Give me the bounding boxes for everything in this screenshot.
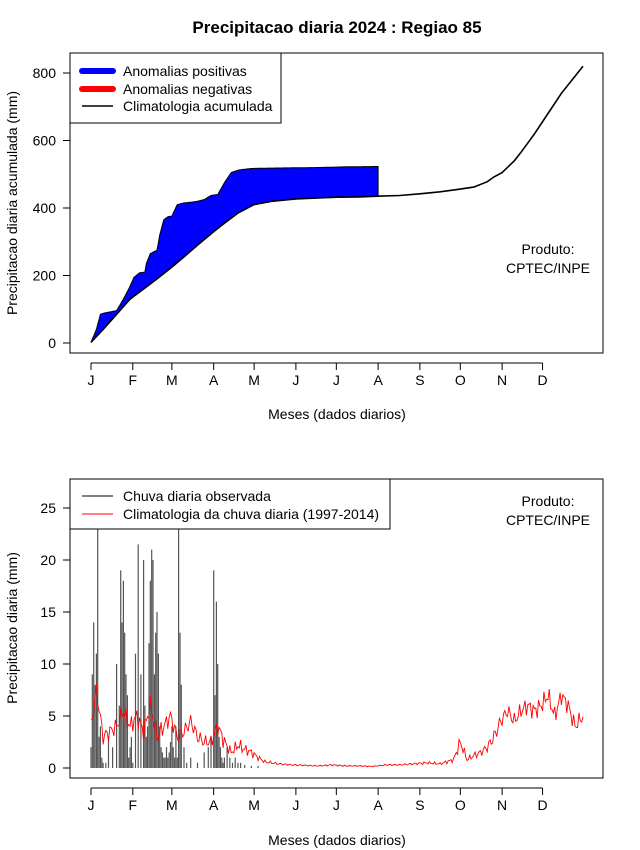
climatology-daily-line — [90, 684, 584, 768]
x-axis-label-top: Meses (dados diarios) — [268, 406, 406, 422]
legend-label-observed: Chuva diaria observada — [123, 488, 271, 504]
x-tick-label-bottom-11: D — [537, 797, 547, 813]
x-tick-label-top-7: A — [373, 372, 383, 388]
y-tick-label-bottom-5: 25 — [40, 500, 56, 516]
product-note-top-line1: Produto: — [522, 241, 575, 257]
x-tick-label-top-6: J — [333, 372, 340, 388]
y-tick-label-top-1: 200 — [33, 268, 57, 284]
x-tick-label-top-9: O — [455, 372, 466, 388]
legend-box-bottom — [69, 478, 391, 530]
x-tick-label-bottom-7: A — [373, 797, 383, 813]
x-axis-label-bottom: Meses (dados diarios) — [268, 832, 406, 848]
legend-label-clim-daily: Climatologia da chuva diaria (1997-2014) — [123, 506, 379, 522]
product-note-bottom-line2: CPTEC/INPE — [506, 512, 590, 528]
y-tick-label-bottom-2: 10 — [40, 656, 56, 672]
legend-label-positive: Anomalias positivas — [123, 63, 247, 79]
x-tick-label-bottom-5: J — [292, 797, 299, 813]
positive-anomaly-area — [90, 166, 379, 343]
y-axis-label-top: Precipitacao diaria acumulada (mm) — [4, 91, 20, 315]
legend-bottom: Chuva diaria observada Climatologia da c… — [69, 478, 391, 530]
climatology-cumulative-line — [90, 65, 584, 343]
x-tick-label-bottom-0: J — [88, 797, 95, 813]
x-tick-label-top-4: M — [248, 372, 260, 388]
legend-label-climatology: Climatologia acumulada — [123, 98, 273, 114]
product-note-top-line2: CPTEC/INPE — [506, 260, 590, 276]
x-tick-label-bottom-4: M — [248, 797, 260, 813]
y-axis-bottom: 0 5 10 15 20 25 — [40, 500, 71, 776]
legend-top: Anomalias positivas Anomalias negativas … — [69, 52, 282, 124]
y-tick-label-top-2: 400 — [33, 200, 57, 216]
x-tick-label-top-2: M — [166, 372, 178, 388]
y-tick-label-bottom-0: 0 — [48, 760, 56, 776]
y-tick-label-top-0: 0 — [48, 335, 56, 351]
climatology-daily-polyline — [90, 684, 584, 768]
x-tick-label-bottom-3: A — [209, 797, 219, 813]
x-tick-label-top-1: F — [129, 372, 138, 388]
y-tick-label-top-3: 600 — [33, 133, 57, 149]
y-tick-label-bottom-4: 20 — [40, 552, 56, 568]
x-tick-label-bottom-8: S — [415, 797, 424, 813]
y-tick-label-top-4: 800 — [33, 65, 57, 81]
x-tick-label-top-3: A — [209, 372, 219, 388]
x-tick-label-top-10: N — [497, 372, 507, 388]
x-tick-label-bottom-1: F — [129, 797, 138, 813]
x-tick-label-bottom-9: O — [455, 797, 466, 813]
panel-daily: 0 5 10 15 20 25 J F M A M J J A S O N D Precipitacao dia… — [4, 478, 604, 848]
x-tick-label-bottom-10: N — [497, 797, 507, 813]
x-tick-label-bottom-6: J — [333, 797, 340, 813]
x-tick-label-bottom-2: M — [166, 797, 178, 813]
anomaly-fills — [90, 166, 379, 343]
legend-label-negative: Anomalias negativas — [123, 81, 252, 97]
product-note-bottom-line1: Produto: — [522, 493, 575, 509]
x-tick-label-top-8: S — [415, 372, 424, 388]
panel-cumulative: 0 200 400 600 800 J F M A M J J A S O N D Precipitacao … — [4, 52, 604, 422]
cumulative-lines — [90, 65, 584, 343]
y-axis-label-bottom: Precipitacao diaria (mm) — [4, 552, 20, 704]
chart-title: Precipitacao diaria 2024 : Regiao 85 — [192, 18, 481, 37]
x-tick-label-top-5: J — [292, 372, 299, 388]
x-tick-label-top-11: D — [537, 372, 547, 388]
observed-bars — [90, 480, 259, 768]
y-tick-label-bottom-1: 5 — [48, 708, 56, 724]
y-axis-top: 0 200 400 600 800 — [33, 65, 71, 351]
x-tick-label-top-0: J — [88, 372, 95, 388]
y-tick-label-bottom-3: 15 — [40, 604, 56, 620]
